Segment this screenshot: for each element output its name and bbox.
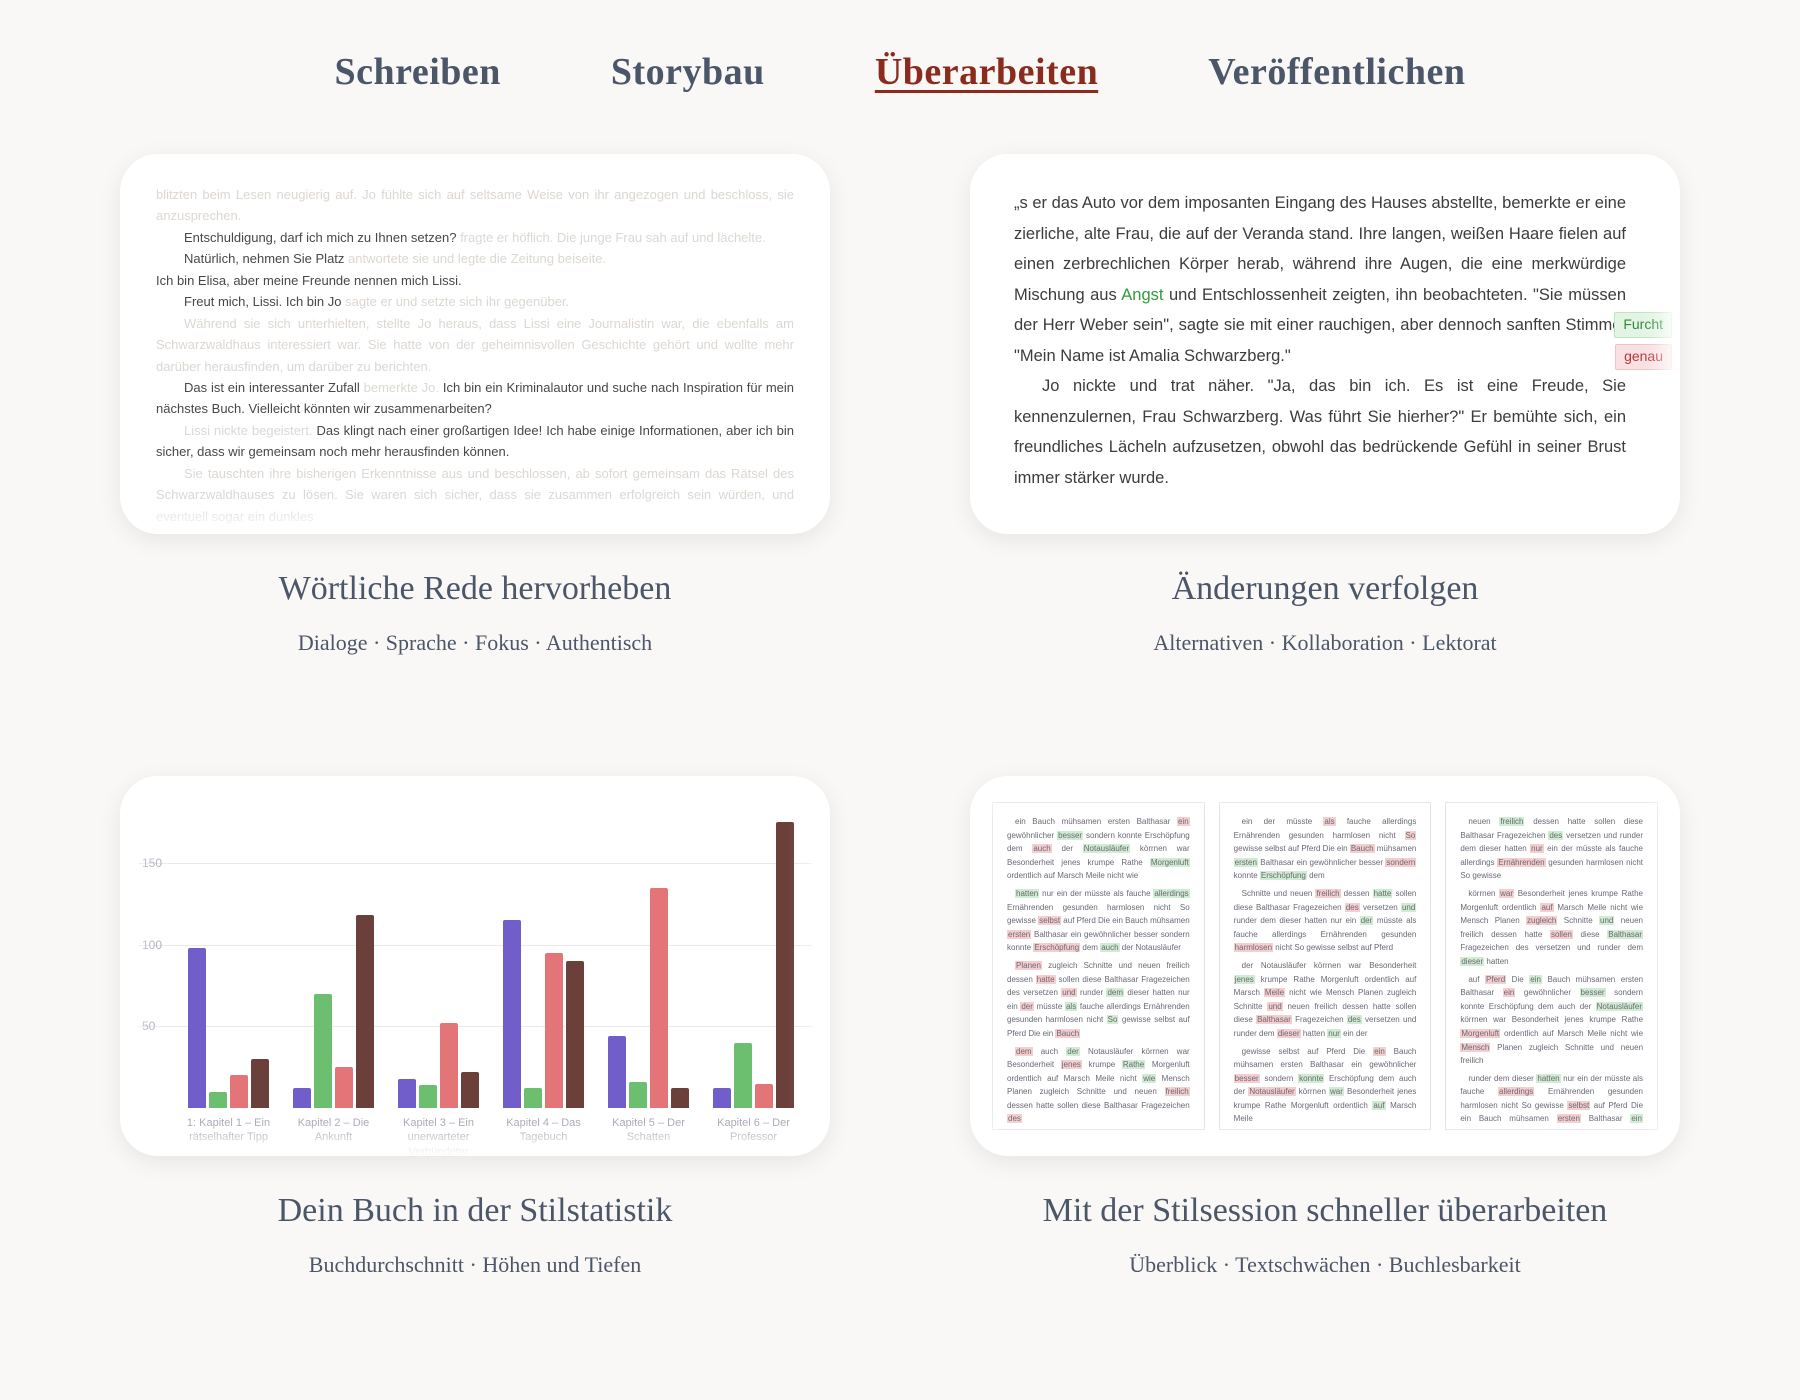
bar <box>314 994 332 1108</box>
feature-style-session: ein Bauch mühsamen ersten Balthasar ein … <box>970 776 1680 1278</box>
feature-tags: Buchdurchschnitt · Höhen und Tiefen <box>309 1252 641 1278</box>
dialog-line: Natürlich, nehmen Sie Platz antwortete s… <box>156 248 794 269</box>
chart-x-label: Kapitel 4 – Das Tagebuch <box>491 1116 596 1156</box>
bar <box>776 822 794 1108</box>
chart-y-tick: 100 <box>142 938 162 952</box>
inserted-word: Angst <box>1121 286 1163 304</box>
dialog-line: Sie tauschten ihre bisherigen Erkenntnis… <box>156 463 794 527</box>
bar <box>629 1082 647 1108</box>
dialog-line: Lissi nickte begeistert. Das klingt nach… <box>156 420 794 463</box>
session-column: ein der müsste als fauche allerdings Ern… <box>1219 802 1432 1130</box>
feature-tags: Alternativen · Kollaboration · Lektorat <box>1153 630 1496 656</box>
feature-title: Mit der Stilsession schneller überarbeit… <box>1043 1192 1608 1230</box>
bar-group <box>188 948 269 1108</box>
tab-storybau[interactable]: Storybau <box>611 50 765 94</box>
feature-title: Wörtliche Rede hervorheben <box>279 570 672 608</box>
style-session-card[interactable]: ein Bauch mühsamen ersten Balthasar ein … <box>970 776 1680 1156</box>
bar <box>461 1072 479 1108</box>
bar <box>755 1084 773 1108</box>
session-columns: ein Bauch mühsamen ersten Balthasar ein … <box>992 802 1658 1130</box>
dialog-line: Entschuldigung, darf ich mich zu Ihnen s… <box>156 227 794 248</box>
bar <box>293 1088 311 1108</box>
feature-tags: Dialoge · Sprache · Fokus · Authentisch <box>298 630 652 656</box>
change-note-insert[interactable]: Furcht <box>1614 312 1672 338</box>
chart-x-labels: 1: Kapitel 1 – Ein rätselhafter TippKapi… <box>138 1108 812 1156</box>
feature-tags: Überblick · Textschwächen · Buchlesbarke… <box>1129 1252 1520 1278</box>
bar <box>545 953 563 1108</box>
track-changes-text: „s er das Auto vor dem imposanten Eingan… <box>1014 188 1636 493</box>
dialog-line: Während sie sich unterhielten, stellte J… <box>156 313 794 377</box>
bar <box>230 1075 248 1108</box>
chart-y-tick: 150 <box>142 856 162 870</box>
bar <box>734 1043 752 1108</box>
dialog-line: Freut mich, Lissi. Ich bin Jo sagte er u… <box>156 291 794 312</box>
bar <box>335 1067 353 1108</box>
bar <box>188 948 206 1108</box>
dialog-preview-card[interactable]: blitzten beim Lesen neugierig auf. Jo fü… <box>120 154 830 534</box>
bar <box>671 1088 689 1108</box>
feature-track-changes: „s er das Auto vor dem imposanten Eingan… <box>970 154 1680 656</box>
bar <box>419 1085 437 1108</box>
change-note-delete[interactable]: genau <box>1615 344 1672 370</box>
tab-überarbeiten[interactable]: Überarbeiten <box>875 50 1098 94</box>
bar-group <box>398 1023 479 1108</box>
bar <box>356 915 374 1108</box>
stats-chart-card[interactable]: 50 100 150 1: Kapitel 1 – Ein rätselhafter… <box>120 776 830 1156</box>
feature-title: Änderungen verfolgen <box>1172 570 1479 608</box>
bar <box>650 888 668 1108</box>
bar <box>566 961 584 1108</box>
session-column: neuen freilich dessen hatte sollen diese… <box>1445 802 1658 1130</box>
bar-group <box>713 822 794 1108</box>
tc-text-p2: Jo nickte und trat näher. "Ja, das bin i… <box>1014 371 1626 493</box>
bar <box>608 1036 626 1108</box>
features-grid: blitzten beim Lesen neugierig auf. Jo fü… <box>100 154 1700 1278</box>
bar-group <box>503 920 584 1108</box>
bar <box>713 1088 731 1108</box>
bar-group <box>293 915 374 1108</box>
bar-group <box>608 888 689 1108</box>
feature-style-stats: 50 100 150 1: Kapitel 1 – Ein rätselhafter… <box>120 776 830 1278</box>
bar <box>398 1079 416 1108</box>
session-column: ein Bauch mühsamen ersten Balthasar ein … <box>992 802 1205 1130</box>
chart-x-label: 1: Kapitel 1 – Ein rätselhafter Tipp <box>176 1116 281 1156</box>
dialog-line: Ich bin Elisa, aber meine Freunde nennen… <box>156 270 794 291</box>
tab-veröffentlichen[interactable]: Veröffentlichen <box>1208 50 1465 94</box>
bar <box>209 1092 227 1108</box>
feature-title: Dein Buch in der Stilstatistik <box>278 1192 673 1230</box>
bar <box>251 1059 269 1108</box>
bar <box>440 1023 458 1108</box>
chart-y-tick: 50 <box>142 1019 155 1033</box>
chart-x-label: Kapitel 6 – Der Professor <box>701 1116 806 1156</box>
chart-x-label: Kapitel 2 – Die Ankunft <box>281 1116 386 1156</box>
chart-x-label: Kapitel 5 – Der Schatten <box>596 1116 701 1156</box>
tab-schreiben[interactable]: Schreiben <box>335 50 501 94</box>
dialog-line: blitzten beim Lesen neugierig auf. Jo fü… <box>156 184 794 227</box>
track-changes-card[interactable]: „s er das Auto vor dem imposanten Eingan… <box>970 154 1680 534</box>
nav-tabs: Schreiben Storybau Überarbeiten Veröffentli… <box>100 50 1700 94</box>
dialog-line: Das ist ein interessanter Zufall bemerkt… <box>156 377 794 420</box>
chart-x-label: Kapitel 3 – Ein unerwarteter Verbündeter <box>386 1116 491 1156</box>
bar-chart: 50 100 150 <box>138 798 812 1108</box>
bar <box>503 920 521 1108</box>
feature-dialog-highlight: blitzten beim Lesen neugierig auf. Jo fü… <box>120 154 830 656</box>
bar <box>524 1088 542 1108</box>
